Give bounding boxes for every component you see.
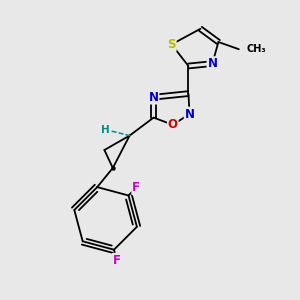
Text: N: N — [207, 57, 218, 70]
Text: H: H — [101, 124, 110, 135]
Text: N: N — [184, 107, 195, 121]
Text: N: N — [148, 91, 159, 104]
Text: F: F — [113, 254, 121, 267]
Text: S: S — [167, 38, 176, 51]
Text: CH₃: CH₃ — [246, 44, 266, 54]
Text: F: F — [132, 182, 140, 194]
Text: O: O — [168, 118, 178, 131]
